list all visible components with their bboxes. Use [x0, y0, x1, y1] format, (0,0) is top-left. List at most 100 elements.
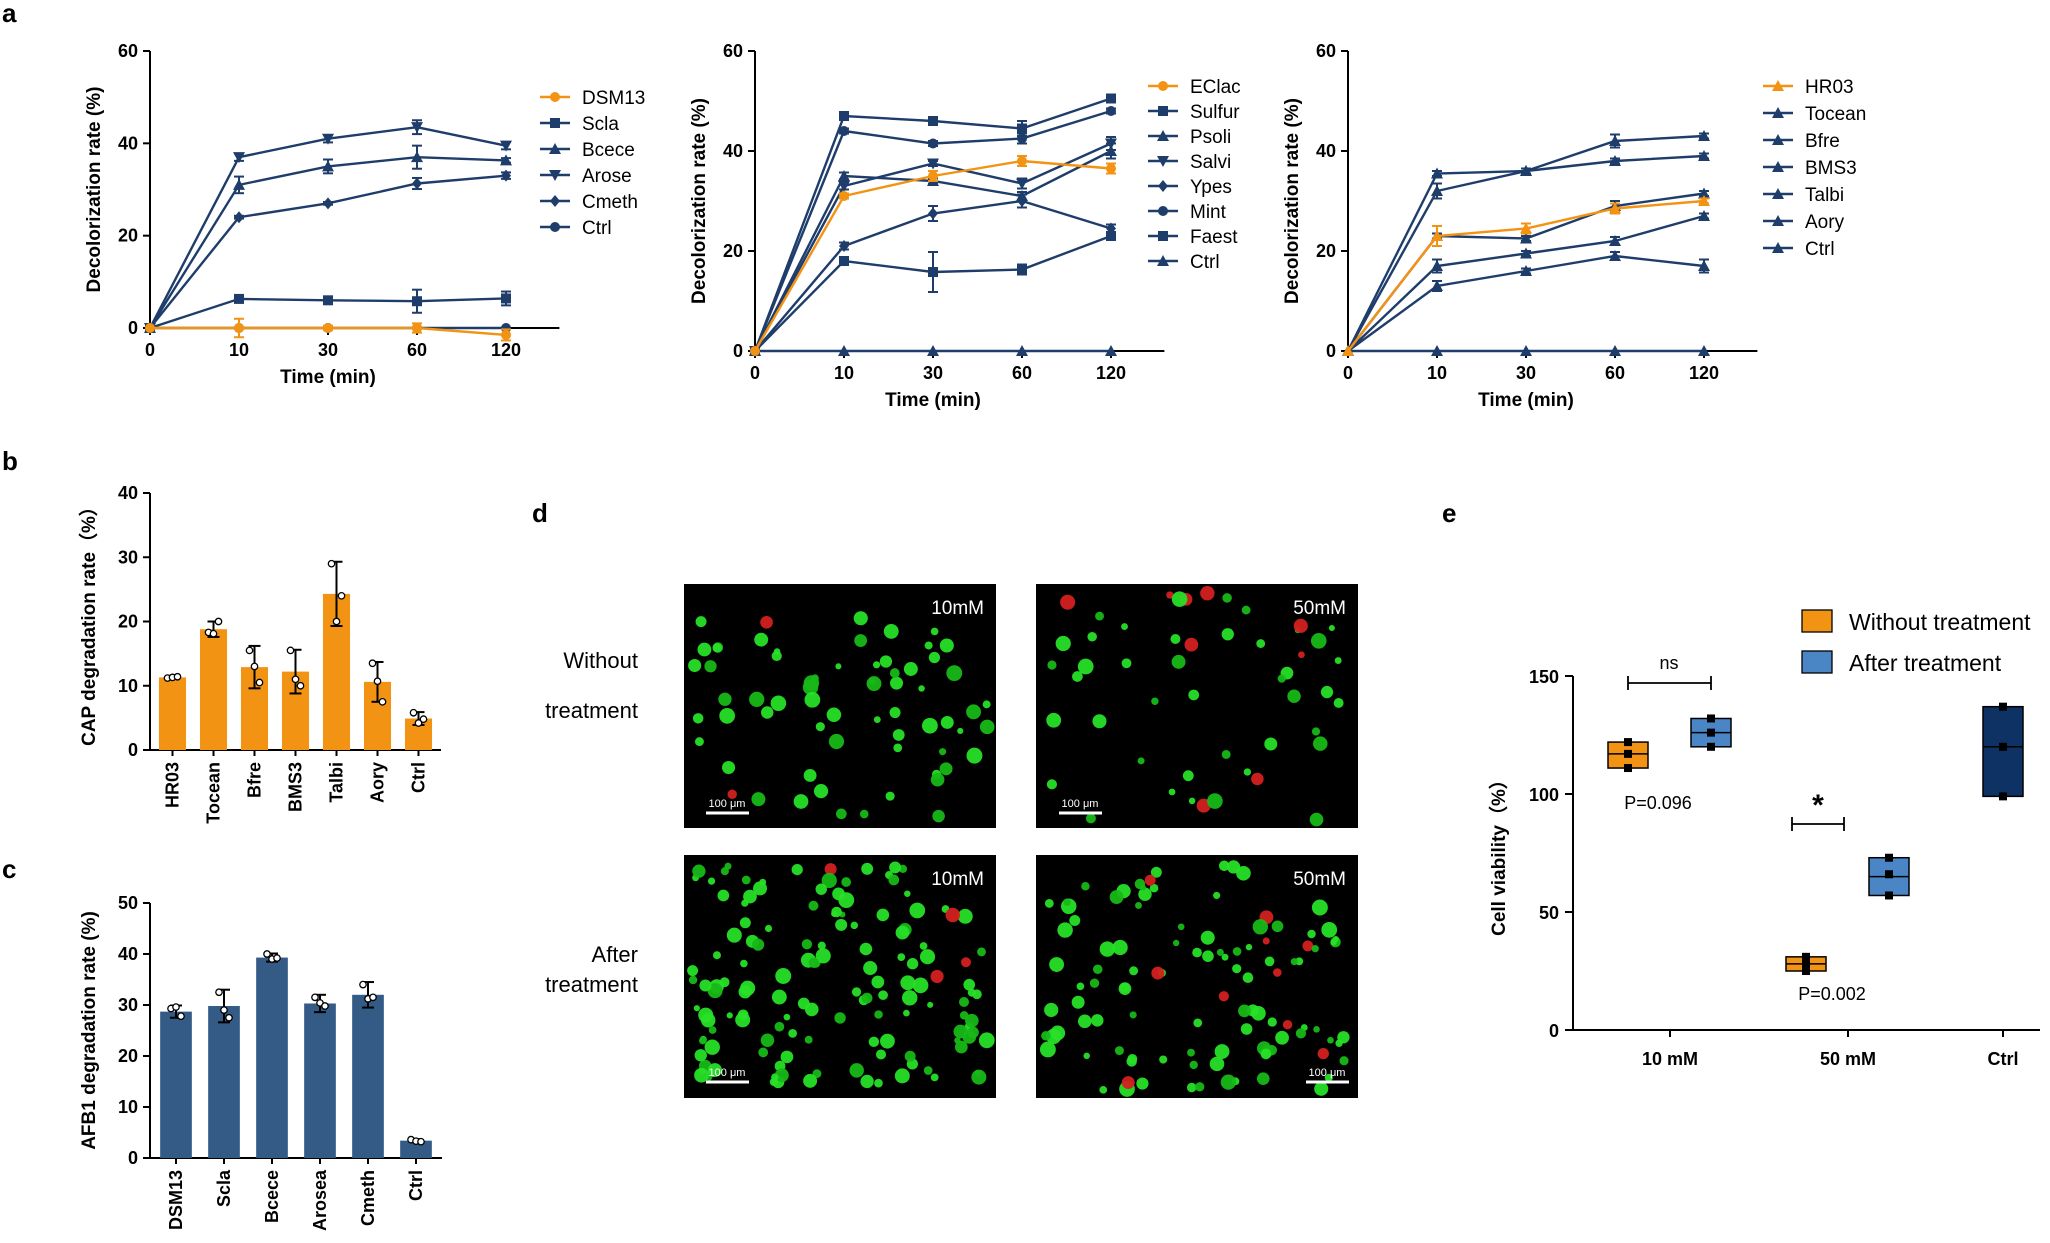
data-point: [839, 191, 849, 201]
live-cell: [1220, 1074, 1236, 1090]
dead-cell: [945, 907, 961, 923]
data-point: [233, 152, 245, 164]
live-cell: [957, 727, 964, 735]
bar-bcece: [256, 957, 288, 1158]
live-cell: [1041, 1030, 1051, 1041]
live-cell: [1121, 658, 1132, 669]
live-cell: [928, 651, 941, 664]
line-chart-a2: 0 20 40 60 0 10 30 60 120 Time (min) Decolorizatio…: [689, 41, 1241, 411]
live-cell: [1232, 964, 1242, 974]
live-cell: [1149, 883, 1159, 893]
data-point: [1520, 222, 1532, 234]
y-tick-label: 20: [1316, 241, 1336, 261]
x-tick-label: 50 mM: [1820, 1049, 1876, 1069]
live-cell: [939, 638, 954, 653]
micrograph-tile: 10mM: [684, 855, 996, 1098]
legend-label: Ctrl: [1805, 239, 1835, 260]
live-cell: [704, 660, 717, 673]
live-cell: [1260, 1048, 1272, 1060]
live-cell: [978, 1032, 995, 1049]
live-cell: [850, 921, 859, 930]
live-cell: [1083, 1052, 1090, 1060]
legend-marker: [1772, 215, 1784, 226]
live-cell: [946, 665, 963, 682]
legend-marker: [1158, 231, 1168, 241]
dead-cell: [1282, 1020, 1293, 1030]
data-point: [928, 138, 938, 149]
legend-marker: [1772, 134, 1784, 145]
legend-item-tocean: Tocean: [1763, 104, 1866, 125]
live-cell: [1216, 948, 1224, 956]
live-cell: [853, 611, 868, 626]
live-cell: [1099, 941, 1116, 957]
legend-marker: [1157, 255, 1169, 266]
y-tick-label: 0: [128, 1148, 138, 1168]
micrograph-tile: 10mM: [684, 584, 996, 828]
data-point: [411, 122, 423, 134]
live-cell: [753, 881, 768, 896]
live-cell: [708, 1026, 717, 1034]
data-point: [234, 293, 244, 304]
micrograph-tile: 50mM: [1036, 855, 1358, 1098]
live-cell: [1242, 972, 1254, 984]
live-cell: [1089, 978, 1100, 988]
x-tick-label-hr03: HR03: [163, 762, 183, 808]
x-tick-label: 0: [750, 363, 760, 383]
live-cell: [1077, 1014, 1092, 1029]
data-point: [928, 116, 938, 126]
micrograph-background: [1036, 584, 1358, 828]
legend-marker: [1158, 206, 1168, 216]
data-point: [839, 240, 849, 252]
data-point: [500, 140, 512, 152]
live-cell: [1330, 939, 1337, 946]
replicate-point: [215, 988, 223, 997]
live-cell: [694, 1067, 709, 1083]
y-tick-label: 60: [1316, 41, 1336, 61]
live-cell: [754, 632, 769, 647]
live-cell: [889, 668, 900, 678]
live-cell: [692, 864, 706, 878]
data-point: [1016, 345, 1028, 356]
replicate-point: [255, 678, 264, 687]
legend-label: Mint: [1190, 202, 1227, 223]
legend-marker: [549, 143, 561, 154]
panel-letter-d: d: [532, 498, 548, 528]
x-axis-title: Time (min): [1478, 390, 1574, 411]
bar-tocean: [199, 629, 228, 750]
data-point: [322, 160, 334, 172]
live-cell: [1063, 898, 1071, 906]
live-cell: [726, 1012, 733, 1019]
live-cell: [1171, 654, 1186, 669]
replicate-point: [177, 1012, 185, 1021]
live-cell: [903, 1009, 910, 1017]
live-cell: [1044, 899, 1054, 908]
data-point: [322, 133, 334, 145]
dead-cell: [824, 863, 837, 876]
data-point: [323, 197, 333, 210]
box-50mm: [1868, 853, 1910, 900]
live-cell: [860, 1074, 874, 1089]
live-cell: [871, 975, 885, 989]
y-axis-title: AFB1 degradation rate (%): [79, 911, 100, 1150]
replicate-point: [250, 662, 259, 671]
live-cell: [1328, 624, 1335, 632]
live-cell: [719, 707, 735, 724]
live-cell: [1135, 902, 1142, 909]
replicate-point: [311, 993, 319, 1002]
data-point: [1609, 155, 1621, 166]
x-tick-label: 0: [145, 340, 155, 360]
legend-label: Ctrl: [1190, 252, 1220, 273]
live-cell: [712, 951, 721, 960]
data-point: [1609, 135, 1621, 146]
live-cell: [1072, 671, 1083, 682]
replicate-point: [359, 980, 367, 989]
micrograph-concentration-label: 10mM: [931, 598, 984, 619]
live-cell: [1151, 697, 1159, 705]
legend-marker: [550, 222, 560, 232]
live-cell: [1137, 757, 1145, 765]
y-axis-title: Cell viability（%）: [1487, 770, 1510, 936]
legend-label: Psoli: [1190, 127, 1231, 148]
replicate-point: [214, 617, 223, 626]
replicate-point: [263, 950, 271, 958]
